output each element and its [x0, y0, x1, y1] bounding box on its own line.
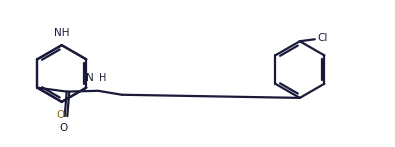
Text: N: N — [86, 73, 94, 83]
Text: O: O — [60, 123, 68, 133]
Text: O: O — [56, 111, 65, 121]
Text: NH: NH — [54, 29, 70, 39]
Text: H: H — [99, 73, 106, 83]
Text: Cl: Cl — [318, 34, 328, 44]
